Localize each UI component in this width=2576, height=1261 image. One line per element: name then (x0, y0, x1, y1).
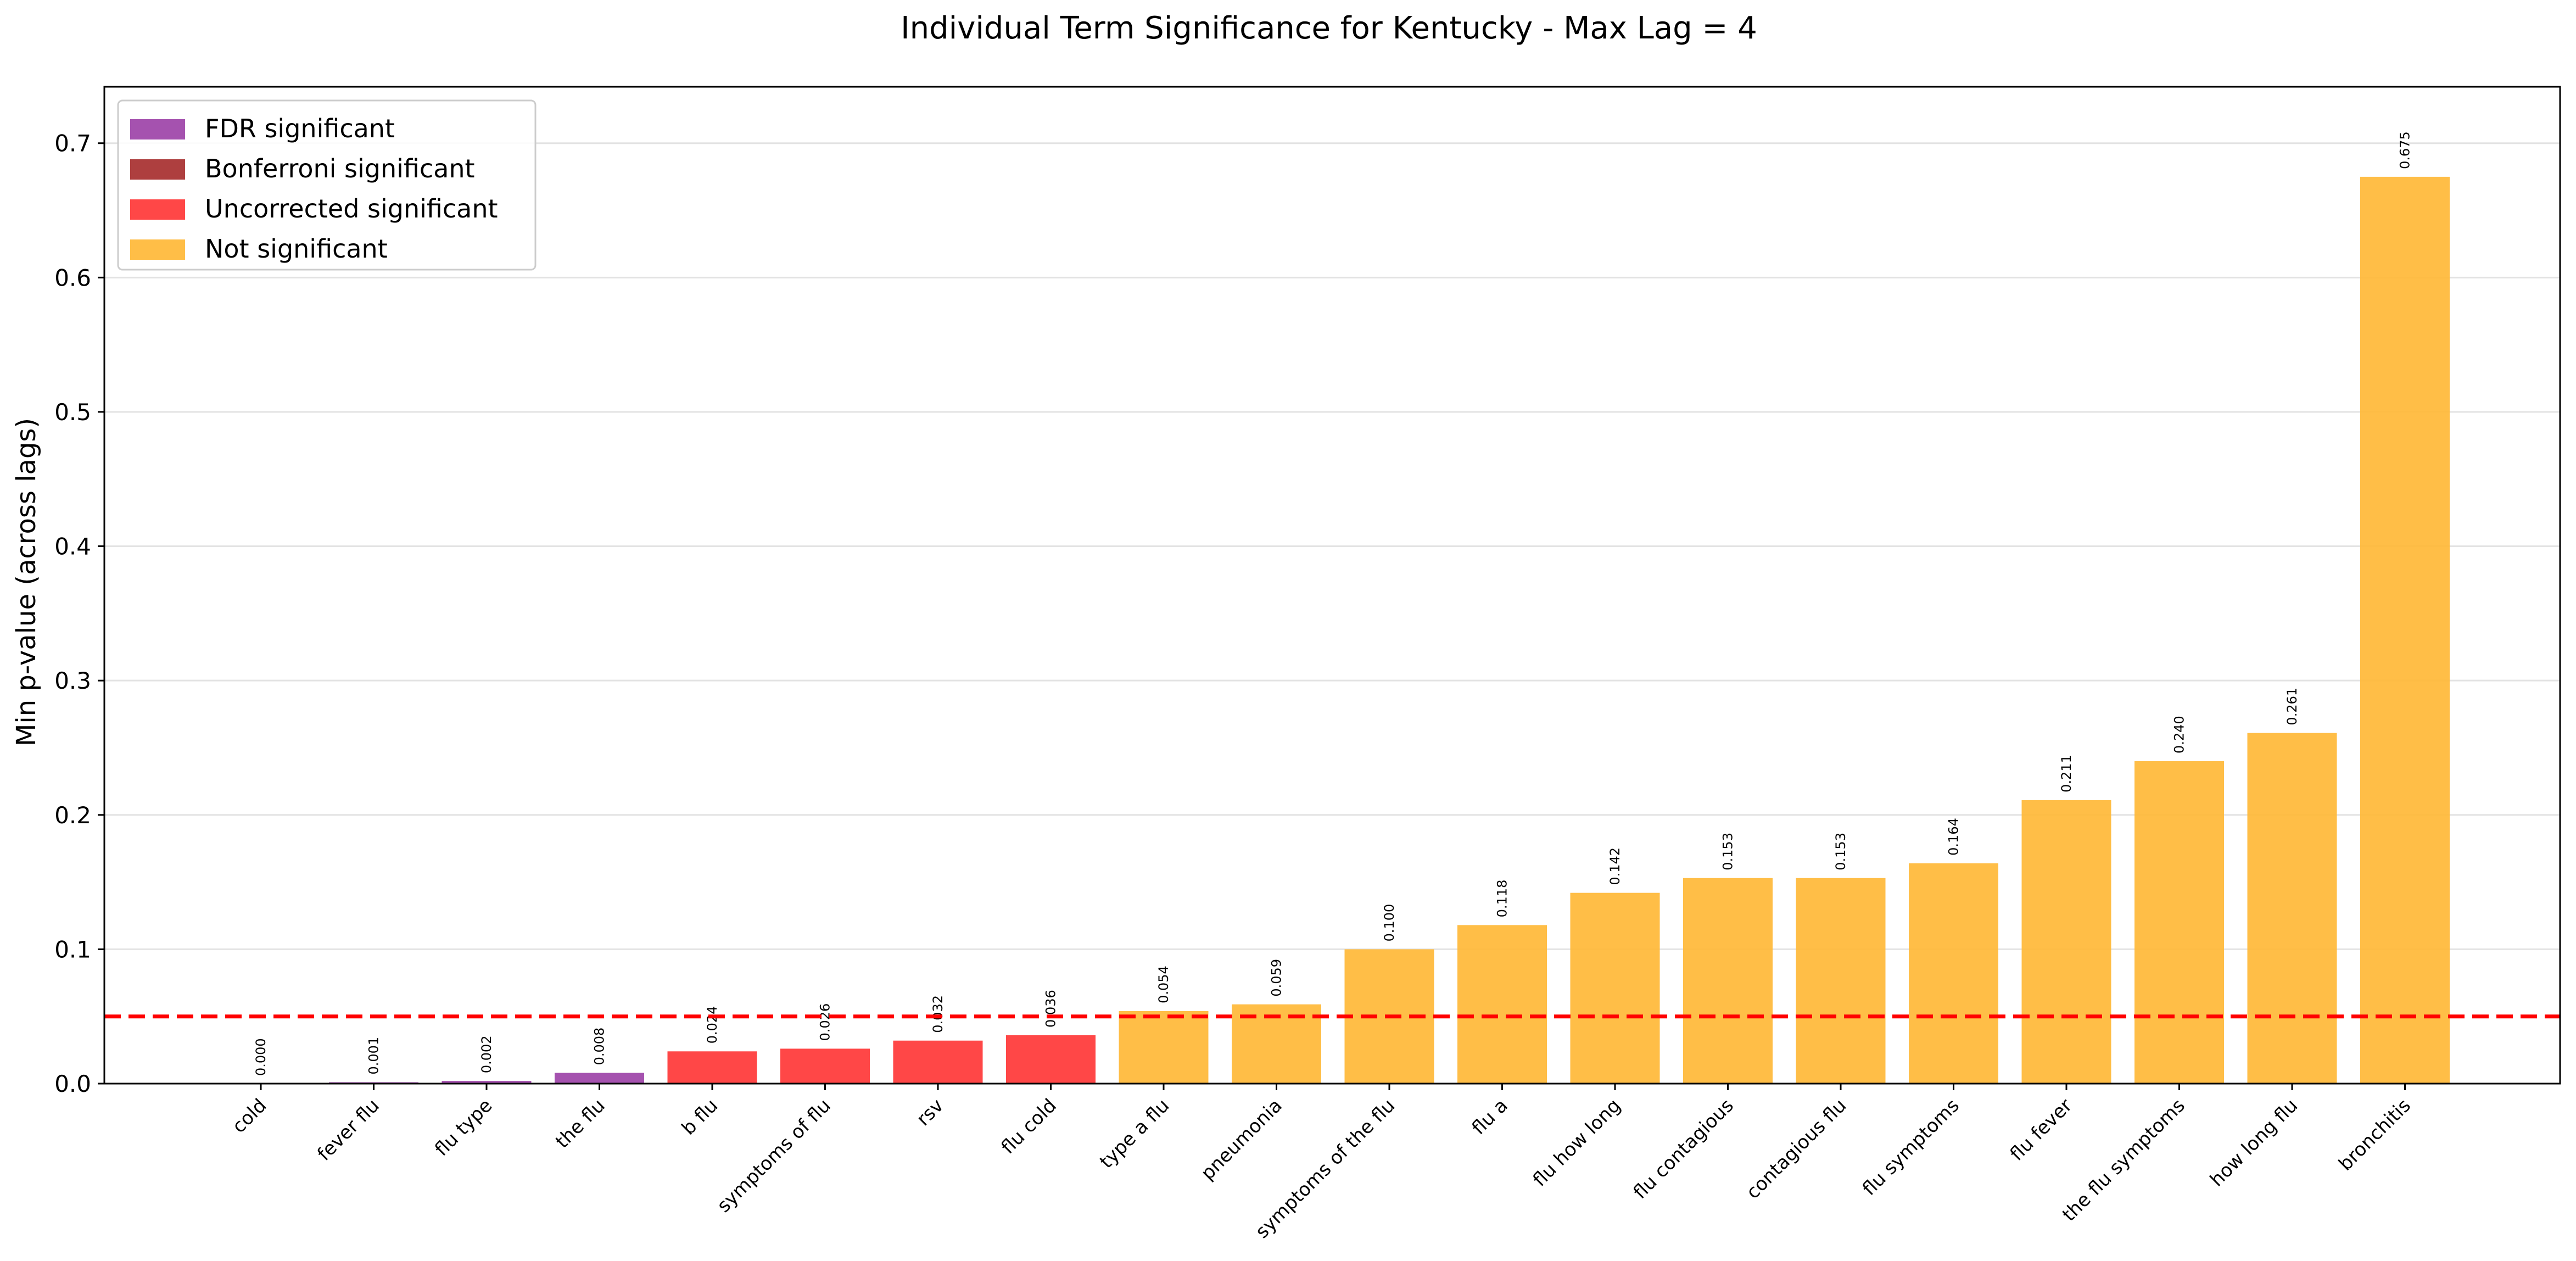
bar-value-label: 0.211 (2059, 755, 2074, 793)
y-tick-label: 0.0 (54, 1070, 91, 1097)
bar-value-label: 0.261 (2284, 688, 2300, 726)
x-tick-label: flu symptoms (1858, 1095, 1964, 1200)
bar-value-label: 0.026 (818, 1003, 833, 1041)
legend-swatch (130, 119, 185, 140)
x-tick-label: flu fever (2006, 1095, 2076, 1165)
x-tick-label: symptoms of flu (713, 1095, 835, 1217)
bar-value-label: 0.240 (2172, 716, 2187, 754)
y-tick-label: 0.3 (54, 667, 91, 694)
plot-frame (103, 86, 2561, 1085)
bar (1683, 878, 1773, 1084)
grid-lines (104, 142, 2560, 1085)
x-tick-label: contagious flu (1742, 1095, 1851, 1203)
x-tick-label: b flu (678, 1095, 723, 1140)
x-tick-label: flu a (1468, 1095, 1512, 1139)
bar-value-label: 0.164 (1946, 818, 1962, 856)
y-tick-label: 0.7 (54, 130, 91, 157)
legend-label: Not significant (205, 234, 388, 264)
bar-value-label: 0.054 (1156, 966, 1171, 1003)
x-tick-label: how long flu (2206, 1095, 2302, 1191)
x-tick-label: the flu symptoms (2058, 1095, 2189, 1226)
legend-swatch (130, 159, 185, 180)
bar-value-label: 0.118 (1495, 880, 1510, 918)
bar-value-label: 0.024 (705, 1006, 720, 1044)
bar (667, 1051, 757, 1084)
bar-value-label: 0.100 (1382, 904, 1397, 942)
y-tick-label: 0.6 (54, 264, 91, 291)
bar (2134, 761, 2224, 1084)
y-tick-label: 0.2 (54, 802, 91, 829)
bar (2360, 176, 2450, 1084)
bar (555, 1073, 644, 1084)
bar (1909, 863, 1998, 1084)
x-tick-label: the flu (551, 1095, 610, 1153)
bar-value-label: 0.032 (930, 995, 946, 1033)
bar (1796, 878, 1886, 1084)
bar (780, 1048, 870, 1084)
bar-value-label: 0.036 (1043, 990, 1059, 1028)
chart-title: Individual Term Significance for Kentuck… (901, 10, 1757, 46)
bar-value-label: 0.000 (253, 1038, 269, 1076)
y-tick-label: 0.4 (54, 533, 91, 560)
bars: 0.000 0.001 0.002 0.008 0.024 0.026 0.032 0.036… (253, 131, 2450, 1084)
x-tick-label: flu type (431, 1095, 496, 1160)
bar (893, 1040, 983, 1084)
x-tick-label: flu how long (1529, 1095, 1625, 1191)
bar-value-label: 0.001 (366, 1037, 382, 1075)
bar-value-label: 0.153 (1720, 833, 1736, 871)
x-tick-label: flu contagious (1629, 1095, 1738, 1203)
legend-swatch (130, 199, 185, 220)
bar-value-label: 0.059 (1269, 959, 1284, 997)
x-tick-label: type a flu (1096, 1095, 1174, 1173)
y-tick-label: 0.5 (54, 399, 91, 426)
x-tick-label: pneumonia (1197, 1095, 1287, 1185)
y-tick-label: 0.1 (54, 936, 91, 963)
bar (442, 1081, 532, 1084)
x-tick-label: bronchitis (2334, 1095, 2415, 1175)
legend-label: FDR significant (205, 114, 395, 143)
x-tick-label: rsv (912, 1095, 948, 1130)
x-tick-label: flu cold (997, 1095, 1061, 1158)
bar-value-label: 0.153 (1833, 833, 1848, 871)
legend-label: Uncorrected significant (205, 194, 498, 224)
bar (1006, 1035, 1096, 1084)
legend-swatch (130, 239, 185, 260)
bar (1457, 925, 1547, 1084)
bar (1119, 1011, 1209, 1084)
bar-value-label: 0.142 (1607, 847, 1623, 885)
y-axis-label: Min p-value (across lags) (11, 418, 42, 746)
bar-value-label: 0.008 (592, 1028, 607, 1065)
x-tick-label: fever flu (313, 1095, 383, 1165)
bar (1570, 892, 1660, 1084)
legend: FDR significant Bonferroni significant Unc… (117, 99, 537, 271)
x-tick-label: cold (228, 1095, 271, 1137)
bar (2247, 733, 2337, 1084)
legend-label: Bonferroni significant (205, 154, 475, 183)
bar (2021, 800, 2111, 1084)
legend-box (117, 99, 537, 271)
bar-value-label: 0.675 (2398, 131, 2413, 169)
bar-value-label: 0.002 (479, 1035, 494, 1073)
